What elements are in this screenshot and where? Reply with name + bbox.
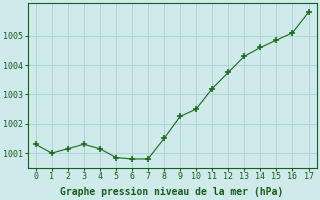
X-axis label: Graphe pression niveau de la mer (hPa): Graphe pression niveau de la mer (hPa) bbox=[60, 186, 284, 197]
